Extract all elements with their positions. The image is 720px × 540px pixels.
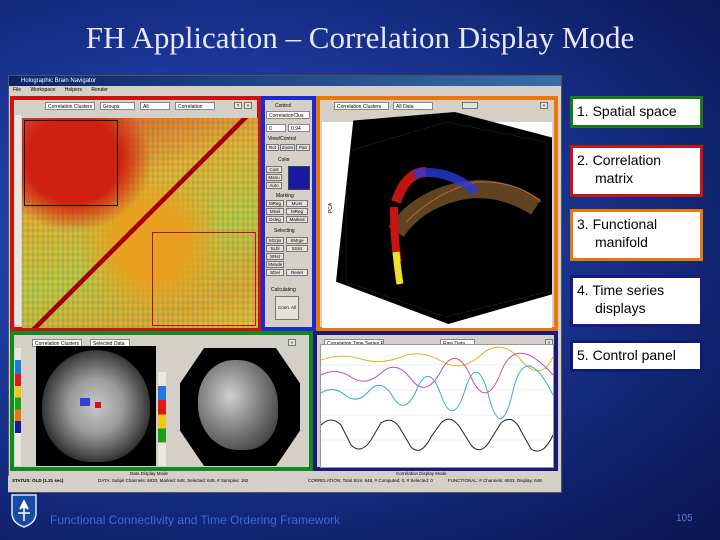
matrix-all-dropdown[interactable]: All	[140, 102, 170, 110]
legend-3-number: 3.	[577, 216, 589, 232]
matrix-groups-dropdown[interactable]: Groups	[100, 102, 135, 110]
manifold-cluster-dropdown[interactable]: Correlation Clusters	[334, 102, 389, 110]
range-from-input[interactable]: 0	[266, 124, 286, 132]
manifold-data-dropdown[interactable]: All Data	[393, 102, 433, 110]
manifold-3d-plot[interactable]	[336, 112, 552, 324]
view-control-label: View/Control	[268, 136, 297, 142]
legend-2-number: 2.	[577, 152, 589, 168]
legend-2-text-line2: matrix	[595, 170, 634, 186]
mark-region-2-button[interactable]: MReg	[286, 208, 308, 215]
legend-correlation-matrix: 2. Correlation matrix	[570, 145, 703, 197]
status-correlation: CORRELATION: Total Size: 648, # Computed…	[308, 478, 433, 483]
legend-4-number: 4.	[577, 282, 589, 298]
select-label-button[interactable]: SLbl	[266, 245, 284, 252]
menu-item-workspace[interactable]: Workspace	[30, 87, 56, 93]
matrix-close-button[interactable]: ×	[244, 102, 252, 109]
status-functional: FUNCTIONAL: # Channels: 6933, Display: 6…	[448, 478, 542, 483]
page-number: 105	[676, 513, 693, 524]
slide-title: FH Application – Correlation Display Mod…	[85, 20, 635, 55]
legend-time-series: 4. Time series displays	[570, 275, 703, 327]
slide-footer: Functional Connectivity and Time Orderin…	[50, 513, 341, 527]
slice-selector-strip[interactable]	[158, 372, 166, 466]
correlation-display-mode-label: Correlation Display Mode	[396, 471, 447, 476]
correlation-matrix-heatmap[interactable]	[22, 118, 258, 328]
manifold-close-button[interactable]: ×	[540, 102, 548, 109]
color-custom-button[interactable]: Cust	[266, 166, 282, 173]
color-auto-button[interactable]: Auto	[266, 182, 282, 189]
select-mode-button[interactable]: SMode	[266, 261, 284, 268]
selecting-section-label: Selecting	[274, 228, 295, 234]
menu-item-file[interactable]: File	[13, 87, 22, 93]
color-manual-button[interactable]: Manu	[266, 174, 282, 181]
matrix-cluster-dropdown[interactable]: Correlation Clusters	[45, 102, 95, 110]
legend-3-text: Functional	[592, 216, 658, 232]
matrix-tool-strip[interactable]	[15, 115, 21, 325]
mri-activation-red	[95, 402, 101, 408]
brain-3d-model	[198, 360, 278, 450]
manifold-tool-button[interactable]	[462, 102, 478, 109]
calculating-section-label: Calculating	[271, 287, 296, 293]
legend-5-text: Control panel	[592, 347, 676, 363]
window-titlebar: Holographic Brain Navigator	[9, 76, 561, 86]
legend-2-text: Correlation	[592, 152, 662, 168]
legend-control-panel: 5. Control panel	[570, 340, 703, 372]
select-reset-button[interactable]: SRst	[266, 253, 284, 260]
manifold-points	[345, 121, 547, 318]
university-logo-icon	[8, 493, 40, 529]
timeseries-plot[interactable]	[320, 344, 554, 468]
matrix-help-button[interactable]: ?	[234, 102, 242, 109]
range-to-input[interactable]: 0.94	[288, 124, 310, 132]
status-data: DATA: Subjel Channels: 6933, Marked: 648…	[98, 478, 249, 483]
select-groups-button[interactable]: SGrps	[266, 237, 284, 244]
mark-region-button[interactable]: MReg	[266, 200, 284, 207]
marked-button[interactable]: Marked	[286, 216, 308, 223]
legend-spatial-space: 1. Spatial space	[570, 96, 703, 128]
legend-3-text-line2: manifold	[595, 234, 648, 250]
legend-1-text: Spatial space	[592, 103, 677, 119]
manifold-axis-label: PCA	[328, 202, 335, 214]
menu-item-helpers[interactable]: Helpers	[64, 87, 82, 93]
mark-select-button[interactable]: MSel	[266, 208, 284, 215]
color-swatch[interactable]	[288, 166, 310, 190]
pan-button[interactable]: Pan	[296, 144, 310, 151]
select-delete-button[interactable]: SDel	[266, 269, 284, 276]
cluster-highlight-box	[24, 120, 118, 206]
select-select-button[interactable]: SSlct	[286, 245, 308, 252]
brain-color-strip[interactable]	[15, 348, 21, 466]
select-merge-button[interactable]: SMrge	[286, 237, 308, 244]
legend-4-text: Time series	[592, 282, 665, 298]
zoom-button[interactable]: Zoom	[280, 144, 295, 151]
color-section-label: Color	[278, 157, 290, 163]
status-text: STATUS: OLD (1.31 sec)	[12, 478, 64, 483]
mri-activation-blue	[80, 398, 90, 406]
control-header: Control	[275, 103, 292, 109]
cluster-selection-box	[152, 232, 256, 326]
legend-functional-manifold: 3. Functional manifold	[570, 209, 703, 261]
rotate-button[interactable]: Rot	[266, 144, 279, 151]
control-cluster-dropdown[interactable]: CorrelationClus	[266, 111, 310, 119]
brain-close-button[interactable]: ×	[288, 339, 296, 346]
legend-4-text-line2: displays	[595, 300, 646, 316]
matrix-correlation-dropdown[interactable]: Correlation	[175, 102, 215, 110]
legend-1-number: 1.	[577, 103, 589, 119]
menu-bar: File Workspace Helpers Render	[9, 86, 561, 95]
timeseries-lines	[320, 346, 554, 452]
reset-button[interactable]: Reset	[286, 269, 308, 276]
status-bar: STATUS: OLD (1.31 sec) DATA: Subjel Chan…	[8, 471, 560, 492]
connect-all-button[interactable]: Conn. All	[275, 296, 299, 320]
data-display-mode-label: Data Display Mode	[130, 471, 169, 476]
legend-5-number: 5.	[577, 347, 589, 363]
mark-user-button[interactable]: MUsr	[286, 200, 308, 207]
menu-item-render[interactable]: Render	[91, 87, 108, 93]
mark-display-button[interactable]: Dsleg	[266, 216, 284, 223]
marking-section-label: Marking	[276, 193, 294, 199]
